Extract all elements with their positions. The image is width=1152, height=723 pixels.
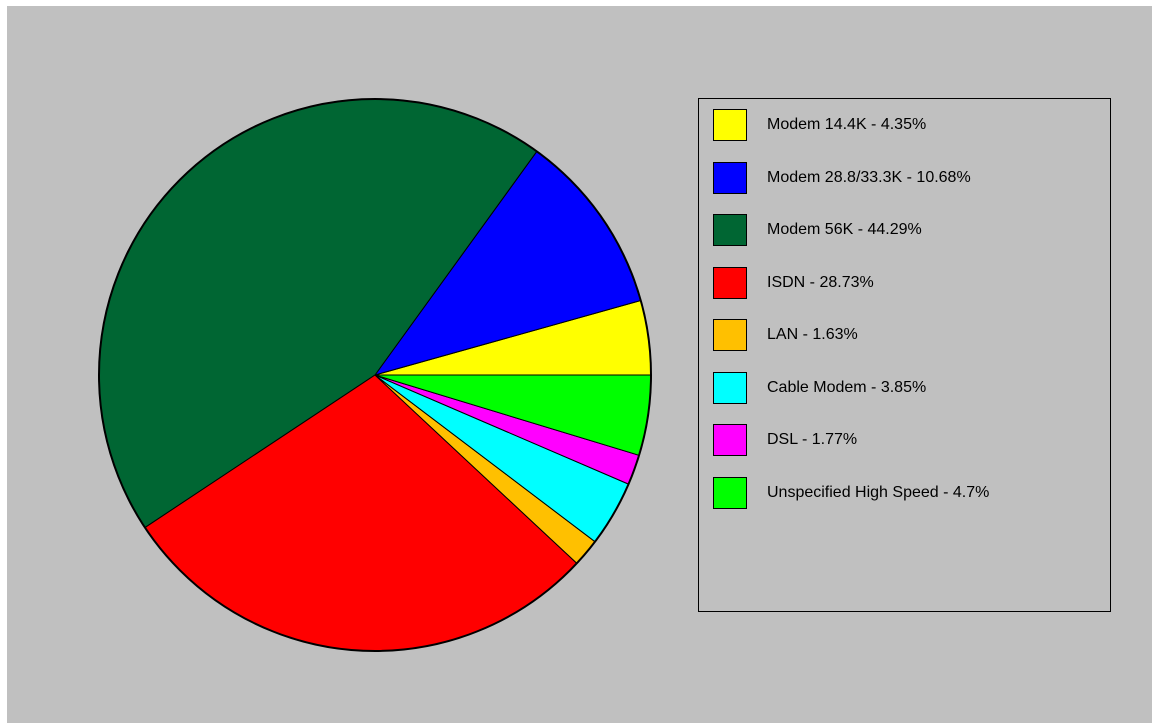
- legend-swatch: [713, 161, 747, 194]
- legend-label: ISDN - 28.73%: [767, 273, 874, 291]
- legend-label: Cable Modem - 3.85%: [767, 378, 927, 396]
- legend-label: Modem 14.4K - 4.35%: [767, 116, 927, 133]
- legend: Modem 14.4K - 4.35% Modem 28.8/33.3K - 10…: [698, 98, 1111, 612]
- pie-slices: [98, 98, 652, 652]
- legend-swatch: [713, 371, 747, 404]
- legend-swatch: [713, 319, 747, 351]
- legend-swatch: [713, 214, 747, 246]
- pie-outline: [98, 98, 652, 652]
- legend-item: Modem 14.4K - 4.35%: [713, 108, 926, 142]
- legend-swatch: [713, 476, 747, 509]
- legend-label: DSL - 1.77%: [767, 431, 858, 448]
- chart-area: Modem 14.4K - 4.35% Modem 28.8/33.3K - 10…: [7, 6, 1152, 723]
- legend-swatch: [713, 109, 747, 141]
- legend-item: ISDN - 28.73%: [713, 266, 874, 300]
- pie-chart: [98, 98, 652, 652]
- legend-label: Unspecified High Speed - 4.7%: [767, 483, 990, 501]
- legend-item: Cable Modem - 3.85%: [713, 371, 926, 405]
- legend-item: Modem 28.8/33.3K - 10.68%: [713, 161, 971, 195]
- legend-item: DSL - 1.77%: [713, 423, 857, 457]
- legend-label: Modem 56K - 44.29%: [767, 221, 922, 238]
- legend-item: Modem 56K - 44.29%: [713, 213, 922, 247]
- legend-label: Modem 28.8/33.3K - 10.68%: [767, 168, 971, 186]
- legend-item: LAN - 1.63%: [713, 318, 858, 352]
- legend-label: LAN - 1.63%: [767, 326, 858, 343]
- legend-swatch: [713, 424, 747, 456]
- legend-item: Unspecified High Speed - 4.7%: [713, 476, 989, 510]
- legend-swatch: [713, 266, 747, 299]
